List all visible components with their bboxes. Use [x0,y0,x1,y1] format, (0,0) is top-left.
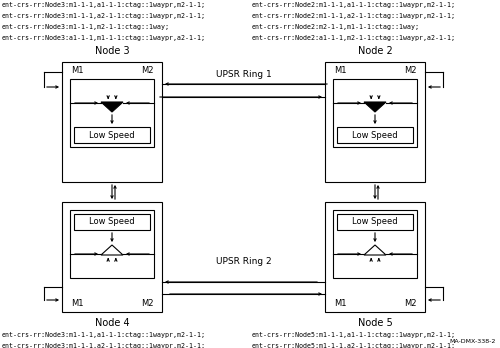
Text: ent-crs-rr:Node2:a1-1-1,m2-1-1:ctag::1waypr,a2-1-1;: ent-crs-rr:Node2:a1-1-1,m2-1-1:ctag::1wa… [252,35,456,41]
Text: ent-crs-rr:Node3:m1-1-1,a1-1-1:ctag::1waypr,m2-1-1;: ent-crs-rr:Node3:m1-1-1,a1-1-1:ctag::1wa… [2,2,206,8]
Text: ent-crs-rr:Node3:a1-1-1,m1-1-1:ctag::1waypr,a2-1-1;: ent-crs-rr:Node3:a1-1-1,m1-1-1:ctag::1wa… [2,35,206,41]
Text: ent-crs-rr:Node3:m1-1-1,a2-1-1:ctag::1waypr,m2-1-1;: ent-crs-rr:Node3:m1-1-1,a2-1-1:ctag::1wa… [2,343,206,348]
Text: Low Speed: Low Speed [352,218,398,227]
Text: Low Speed: Low Speed [89,218,135,227]
Bar [337,214,413,230]
Text: M2: M2 [141,299,153,308]
Polygon shape [364,102,386,112]
Text: Node 2: Node 2 [358,46,392,56]
Polygon shape [364,245,386,255]
Text: ent-crs-rr:Node2:m2-1-1,m1-1-1:ctag::1way;: ent-crs-rr:Node2:m2-1-1,m1-1-1:ctag::1wa… [252,24,420,30]
Bar [74,214,150,230]
Bar [325,62,425,182]
Text: ent-crs-rr:Node3:m1-1-1,a1-1-1:ctag::1waypr,m2-1-1;: ent-crs-rr:Node3:m1-1-1,a1-1-1:ctag::1wa… [2,332,206,338]
Text: UPSR Ring 2: UPSR Ring 2 [216,257,272,266]
Text: ent-crs-rr:Node2:m1-1-1,a2-1-1:ctag::1waypr,m2-1-1;: ent-crs-rr:Node2:m1-1-1,a2-1-1:ctag::1wa… [252,13,456,19]
Bar [62,202,162,312]
Bar [74,127,150,143]
Text: Node 4: Node 4 [94,318,130,328]
Text: M1: M1 [71,299,83,308]
Bar [70,210,154,278]
Text: ent-crs-rr:Node3:m1-1-1,m2-1-1:ctag::1way;: ent-crs-rr:Node3:m1-1-1,m2-1-1:ctag::1wa… [2,24,170,30]
Text: ent-crs-rr:Node3:m1-1-1,a2-1-1:ctag::1waypr,m2-1-1;: ent-crs-rr:Node3:m1-1-1,a2-1-1:ctag::1wa… [2,13,206,19]
Text: M2: M2 [141,66,153,75]
Text: Low Speed: Low Speed [89,130,135,140]
Text: MA-DMX-338-2: MA-DMX-338-2 [450,339,496,344]
Text: ent-crs-rr:Node5:m1-1-1,a2-1-1:ctag::1waypr,m2-1-1;: ent-crs-rr:Node5:m1-1-1,a2-1-1:ctag::1wa… [252,343,456,348]
Text: ent-crs-rr:Node2:m1-1-1,a1-1-1:ctag::1waypr,m2-1-1;: ent-crs-rr:Node2:m1-1-1,a1-1-1:ctag::1wa… [252,2,456,8]
Text: Node 3: Node 3 [94,46,130,56]
Text: M2: M2 [404,66,416,75]
Text: UPSR Ring 1: UPSR Ring 1 [216,70,272,79]
Text: M1: M1 [334,66,346,75]
Bar [62,62,162,182]
Bar [70,79,154,147]
Text: ent-crs-rr:Node5:m1-1-1,a1-1-1:ctag::1waypr,m2-1-1;: ent-crs-rr:Node5:m1-1-1,a1-1-1:ctag::1wa… [252,332,456,338]
Bar [333,210,417,278]
Bar [325,202,425,312]
Polygon shape [101,245,123,255]
Text: Low Speed: Low Speed [352,130,398,140]
Text: Node 5: Node 5 [358,318,392,328]
Text: M1: M1 [334,299,346,308]
Text: M2: M2 [404,299,416,308]
Bar [333,79,417,147]
Polygon shape [101,102,123,112]
Bar [337,127,413,143]
Text: M1: M1 [71,66,83,75]
